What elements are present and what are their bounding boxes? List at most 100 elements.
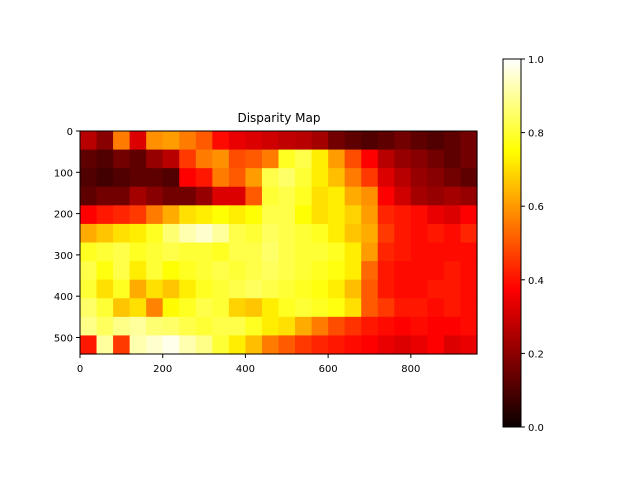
heatmap-cell (162, 279, 180, 299)
heatmap-cell (344, 149, 362, 169)
heatmap-cell (129, 149, 147, 169)
heatmap-cell (427, 149, 445, 169)
heatmap-cell (278, 335, 296, 355)
heatmap-cell (113, 149, 131, 169)
heatmap-cell (228, 149, 247, 169)
heatmap-cell (228, 335, 247, 355)
heatmap-cell (361, 242, 379, 262)
heatmap-cell (228, 261, 247, 281)
heatmap-cell (427, 335, 445, 355)
heatmap-cell (361, 335, 379, 355)
heatmap-cell (311, 205, 329, 225)
heatmap-cell (443, 186, 462, 206)
heatmap-cell (261, 316, 280, 337)
x-tick-label: 400 (236, 364, 255, 375)
heatmap-cell (113, 335, 131, 355)
heatmap-cell (80, 205, 98, 225)
heatmap-cell (311, 279, 329, 299)
heatmap-cell (113, 223, 131, 244)
heatmap-cell (460, 186, 478, 206)
heatmap-cell (394, 223, 412, 244)
heatmap-cell (278, 223, 296, 244)
heatmap-cell (245, 298, 263, 318)
heatmap-cell (146, 168, 164, 188)
heatmap-cell (344, 298, 362, 318)
heatmap-cell (113, 316, 131, 337)
heatmap-cell (212, 205, 230, 225)
heatmap-cell (228, 186, 247, 206)
heatmap-cell (113, 186, 131, 206)
heatmap-cell (361, 316, 379, 337)
heatmap-cell (195, 205, 213, 225)
heatmap-cell (228, 223, 247, 244)
heatmap-cell (212, 131, 230, 151)
heatmap-cell (278, 298, 296, 318)
heatmap-cell (278, 186, 296, 206)
heatmap-cell (261, 168, 280, 188)
heatmap-cell (410, 261, 428, 281)
heatmap-cell (96, 205, 114, 225)
heatmap-cell (261, 298, 280, 318)
heatmap-cell (377, 261, 395, 281)
heatmap-cell (443, 316, 462, 337)
plot-frame (79, 130, 478, 355)
heatmap-cell (212, 298, 230, 318)
heatmap-cell (427, 279, 445, 299)
heatmap-cell (295, 131, 313, 151)
heatmap-cell (295, 205, 313, 225)
heatmap-cell (328, 131, 346, 151)
heatmap-cell (195, 186, 213, 206)
heatmap-cell (113, 242, 131, 262)
heatmap-cell (96, 131, 114, 151)
heatmap-cell (377, 205, 395, 225)
heatmap-cell (344, 261, 362, 281)
heatmap-cell (427, 261, 445, 281)
heatmap-cell (278, 261, 296, 281)
heatmap-cell (311, 223, 329, 244)
heatmap-cell (261, 186, 280, 206)
heatmap-cell (394, 242, 412, 262)
heatmap-cell (146, 261, 164, 281)
heatmap-cell (96, 316, 114, 337)
heatmap-cell (80, 242, 98, 262)
heatmap-cell (361, 149, 379, 169)
heatmap-cell (162, 261, 180, 281)
heatmap-cell (245, 168, 263, 188)
heatmap-cell (245, 223, 263, 244)
heatmap-cell (245, 149, 263, 169)
y-tick-label: 200 (54, 210, 73, 221)
heatmap-cell (344, 168, 362, 188)
heatmap-cell (162, 335, 180, 355)
heatmap-cell (96, 261, 114, 281)
heatmap-cell (129, 242, 147, 262)
heatmap-cell (460, 131, 478, 151)
heatmap-cell (162, 316, 180, 337)
y-tick-label: 100 (54, 168, 73, 179)
heatmap-cell (113, 279, 131, 299)
heatmap-cell (96, 279, 114, 299)
x-axis: 0 200 400 600 800 (77, 354, 420, 375)
heatmap-cell (261, 205, 280, 225)
heatmap-cell (96, 242, 114, 262)
heatmap-cell (179, 205, 197, 225)
heatmap-cell (278, 279, 296, 299)
heatmap-cell (228, 131, 247, 151)
heatmap-cell (377, 149, 395, 169)
heatmap-cell (377, 223, 395, 244)
heatmap-cell (162, 298, 180, 318)
heatmap-cell (410, 279, 428, 299)
heatmap-cell (179, 186, 197, 206)
colorbar-tick-label: 0.0 (528, 423, 544, 434)
heatmap-cell (162, 223, 180, 244)
heatmap-cell (146, 279, 164, 299)
heatmap-cell (96, 223, 114, 244)
heatmap-cell (261, 131, 280, 151)
x-tick-label: 800 (401, 364, 420, 375)
heatmap-cell (361, 168, 379, 188)
heatmap-cell (80, 316, 98, 337)
heatmap-cell (394, 261, 412, 281)
heatmap-cell (212, 335, 230, 355)
heatmap-cell (162, 149, 180, 169)
heatmap-cell (311, 168, 329, 188)
heatmap-cell (377, 279, 395, 299)
